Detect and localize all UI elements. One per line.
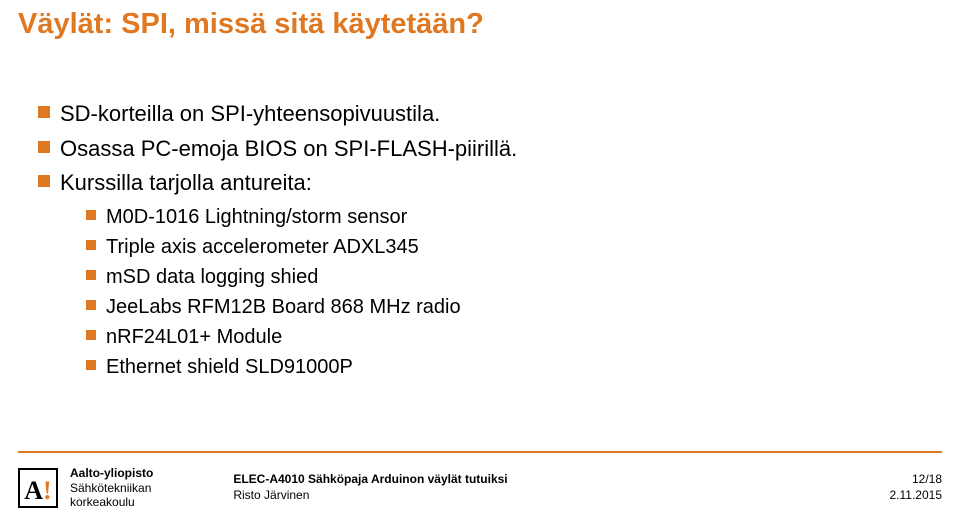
sub-bullet-item: nRF24L01+ Module [86,324,920,350]
institution-line: Sähkötekniikan [70,481,153,495]
footer-divider [18,451,942,453]
sub-bullet-item: Triple axis accelerometer ADXL345 [86,234,920,260]
content-area: SD-korteilla on SPI-yhteensopivuustila. … [38,100,920,384]
sub-bullet-item: M0D-1016 Lightning/storm sensor [86,204,920,230]
course-title: ELEC-A4010 Sähköpaja Arduinon väylät tut… [233,472,889,488]
page-number: 12/18 [890,472,943,488]
sub-bullet-item: JeeLabs RFM12B Board 868 MHz radio [86,294,920,320]
bullet-item: SD-korteilla on SPI-yhteensopivuustila. [38,100,920,129]
slide: Väylät: SPI, missä sitä käytetään? SD-ko… [0,0,960,525]
bullet-text: Kurssilla tarjolla antureita: [60,169,312,198]
bullet-text: Ethernet shield SLD91000P [106,354,353,380]
footer-left: A! Aalto-yliopisto Sähkötekniikan korkea… [18,466,153,509]
bullet-item: Kurssilla tarjolla antureita: [38,169,920,198]
bullet-text: mSD data logging shied [106,264,318,290]
footer-right: 12/18 2.11.2015 [890,472,943,503]
bullet-text: SD-korteilla on SPI-yhteensopivuustila. [60,100,440,129]
institution-name: Aalto-yliopisto Sähkötekniikan korkeakou… [70,466,153,509]
bullet-marker-icon [38,106,50,118]
bullet-text: Triple axis accelerometer ADXL345 [106,234,419,260]
slide-date: 2.11.2015 [890,488,943,504]
bullet-marker-icon [38,141,50,153]
bullet-marker-icon [86,300,96,310]
bullet-text: M0D-1016 Lightning/storm sensor [106,204,407,230]
bullet-text: JeeLabs RFM12B Board 868 MHz radio [106,294,461,320]
bullet-marker-icon [86,210,96,220]
footer-center: ELEC-A4010 Sähköpaja Arduinon väylät tut… [233,472,889,503]
institution-line: Aalto-yliopisto [70,466,153,480]
bullet-marker-icon [86,270,96,280]
bullet-marker-icon [86,330,96,340]
sub-bullet-item: Ethernet shield SLD91000P [86,354,920,380]
bullet-item: Osassa PC-emoja BIOS on SPI-FLASH-piiril… [38,135,920,164]
bullet-marker-icon [86,240,96,250]
footer: A! Aalto-yliopisto Sähkötekniikan korkea… [18,461,942,515]
aalto-logo-icon: A! [18,468,58,508]
bullet-text: nRF24L01+ Module [106,324,282,350]
bullet-marker-icon [86,360,96,370]
institution-line: korkeakoulu [70,495,153,509]
slide-title: Väylät: SPI, missä sitä käytetään? [18,8,484,41]
presenter-name: Risto Järvinen [233,488,889,504]
bullet-text: Osassa PC-emoja BIOS on SPI-FLASH-piiril… [60,135,517,164]
sub-bullet-item: mSD data logging shied [86,264,920,290]
bullet-marker-icon [38,175,50,187]
